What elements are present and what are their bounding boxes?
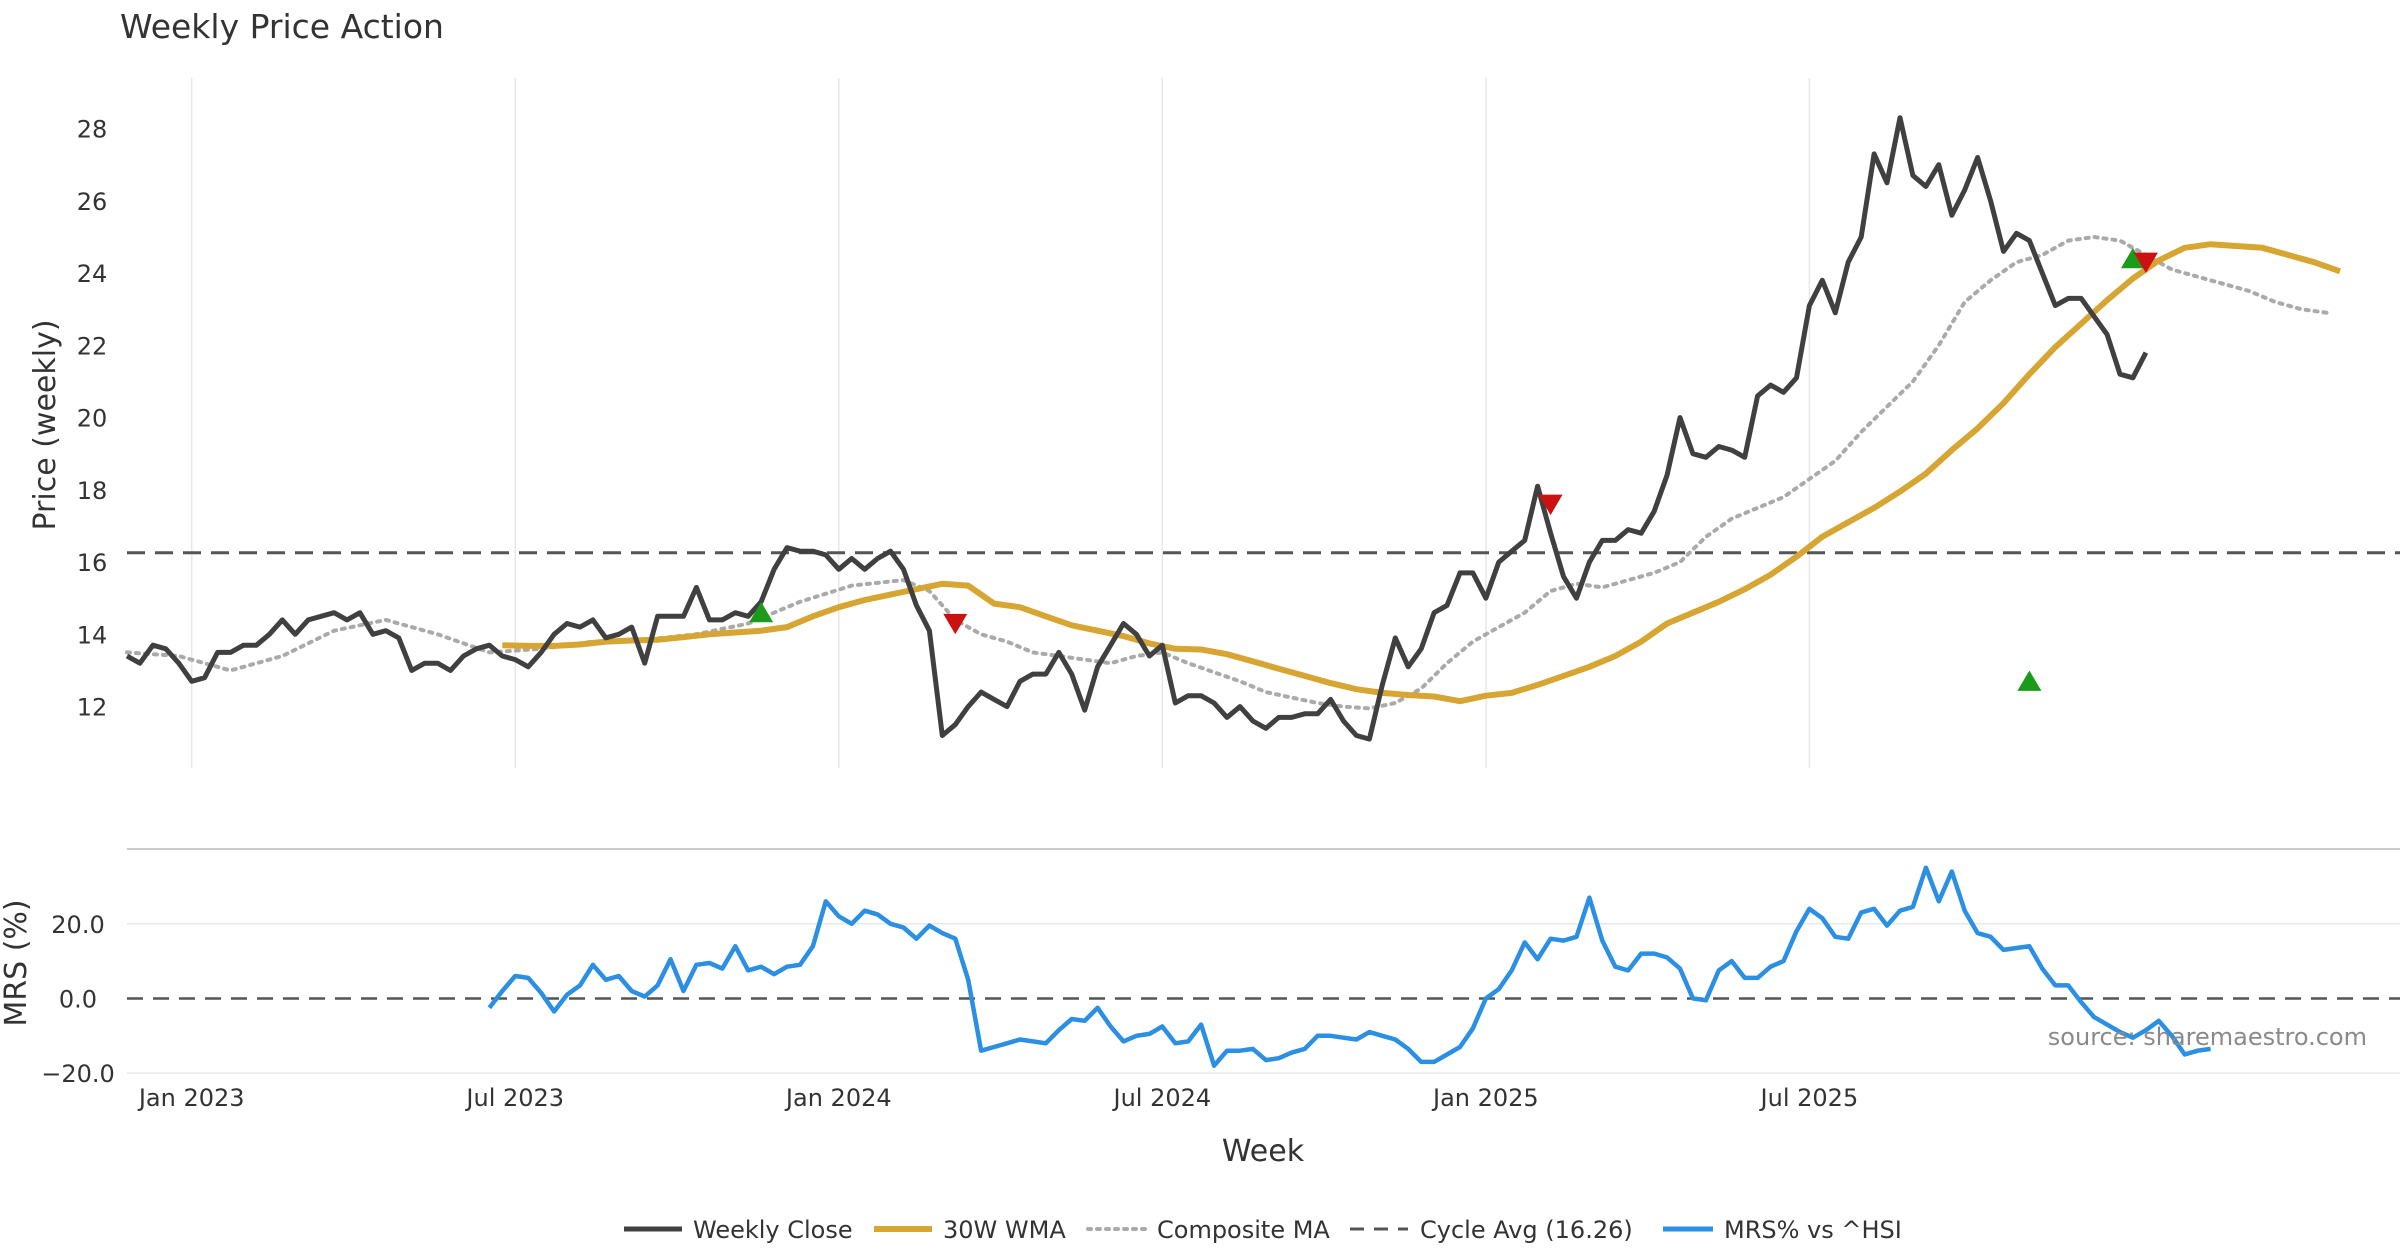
x-tick-label: Jan 2025 [1431,1084,1539,1112]
legend-label-weekly-close: Weekly Close [693,1216,853,1244]
legend-item-weekly-close: Weekly Close [624,1216,853,1244]
legend-label-mrs: MRS% vs ^HSI [1724,1216,1902,1244]
price-y-tick-label: 18 [77,477,108,505]
price-y-tick-labels: 12 14 16 18 20 22 24 26 28 [77,116,108,722]
wma-30w-line [502,241,2341,705]
price-y-tick-label: 22 [77,332,108,360]
buy-signal-marker [2017,670,2042,691]
price-gridlines [190,78,1811,768]
legend-label-composite: Composite MA [1157,1216,1330,1244]
mrs-y-tick-label: −20.0 [41,1060,115,1088]
buy-signal-marker [749,601,774,623]
x-axis-label: Week [1222,1134,1305,1169]
signal-markers [749,247,2158,691]
x-tick-label: Jan 2023 [137,1084,245,1112]
legend-label-wma: 30W WMA [943,1216,1066,1244]
x-tick-label: Jul 2024 [1111,1084,1211,1112]
legend: Weekly Close 30W WMA Composite MA Cycle … [624,1216,1902,1244]
price-y-axis-label: Price (weekly) [28,319,63,530]
price-y-tick-label: 26 [77,188,108,216]
legend-item-mrs: MRS% vs ^HSI [1663,1216,1902,1244]
mrs-y-tick-label: 20.0 [51,911,104,939]
legend-item-wma: 30W WMA [874,1216,1066,1244]
mrs-y-tick-label: 0.0 [59,985,97,1013]
mrs-panel: −20.0 0.0 20.0 MRS (%) source: sharemaestr… [0,865,2400,1088]
legend-item-cycle-avg: Cycle Avg (16.26) [1350,1216,1633,1244]
mrs-line [487,865,2211,1068]
legend-label-cycle-avg: Cycle Avg (16.26) [1420,1216,1633,1244]
legend-item-composite: Composite MA [1086,1216,1330,1244]
sell-signal-marker [2133,252,2158,274]
x-tick-label: Jul 2023 [464,1084,564,1112]
x-tick-labels: Jan 2023 Jul 2023 Jan 2024 Jul 2024 Jan 2025… [137,1084,1858,1112]
mrs-gridlines [127,923,2400,1074]
price-y-tick-label: 28 [77,116,108,144]
x-tick-label: Jul 2025 [1759,1084,1859,1112]
price-y-tick-label: 16 [77,549,108,577]
mrs-y-axis-label: MRS (%) [0,899,34,1026]
mrs-y-tick-labels: −20.0 0.0 20.0 [41,911,115,1088]
sell-signal-marker [1538,494,1563,516]
chart-title: Weekly Price Action [120,7,444,46]
composite-ma-line [125,234,2330,711]
price-y-tick-label: 12 [77,694,108,722]
price-y-tick-label: 24 [77,260,108,288]
x-tick-label: Jan 2024 [784,1084,892,1112]
buy-signal-marker [2120,247,2145,269]
sell-signal-marker [943,613,968,635]
price-panel: 12 14 16 18 20 22 24 26 28 Price (weekly) [28,78,2400,768]
source-note: source: sharemaestro.com [2048,1023,2367,1051]
weekly-close-line [125,115,2149,742]
price-y-tick-label: 20 [77,405,108,433]
price-y-tick-label: 14 [77,621,108,649]
